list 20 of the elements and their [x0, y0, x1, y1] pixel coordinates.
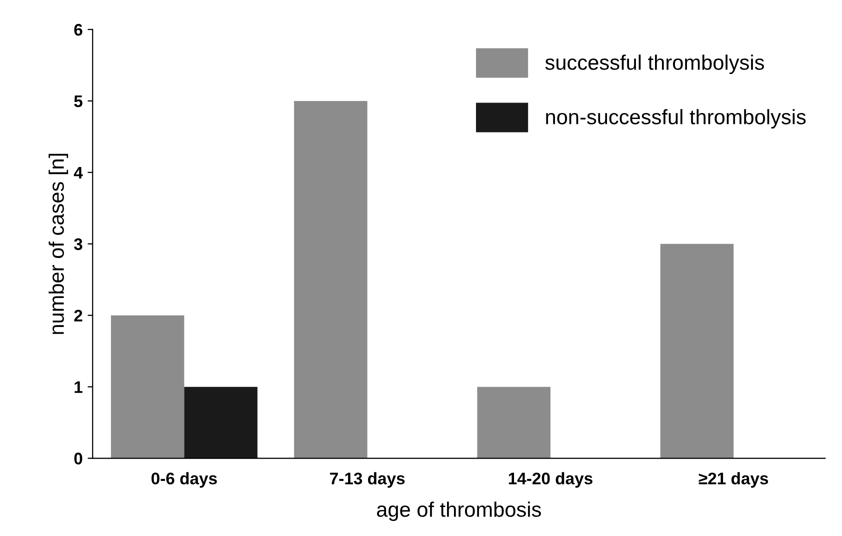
x-tick-label: 0-6 days	[151, 472, 217, 488]
bar	[184, 386, 258, 458]
x-tick-label: 7-13 days	[330, 472, 405, 488]
y-axis-title: number of cases [n]	[48, 154, 68, 334]
bar	[110, 315, 184, 458]
y-tick-label: 5	[74, 96, 82, 108]
y-tick-label: 1	[74, 381, 82, 393]
y-tick-label: 3	[74, 238, 82, 250]
x-axis-title: age of thrombosis	[376, 502, 541, 522]
y-tick-label: 2	[74, 310, 82, 322]
bar	[660, 244, 734, 458]
bar	[294, 100, 368, 458]
y-tick-label: 0	[74, 452, 82, 464]
legend-label: successful thrombolysis	[545, 54, 764, 74]
x-tick-label: 14-20 days	[508, 472, 592, 488]
y-tick-label: 6	[74, 24, 82, 36]
legend-label: non-successful thrombolysis	[546, 109, 806, 128]
x-tick-label: ≥21 days	[698, 472, 768, 488]
y-tick-label: 4	[74, 166, 83, 178]
bar	[477, 386, 550, 458]
